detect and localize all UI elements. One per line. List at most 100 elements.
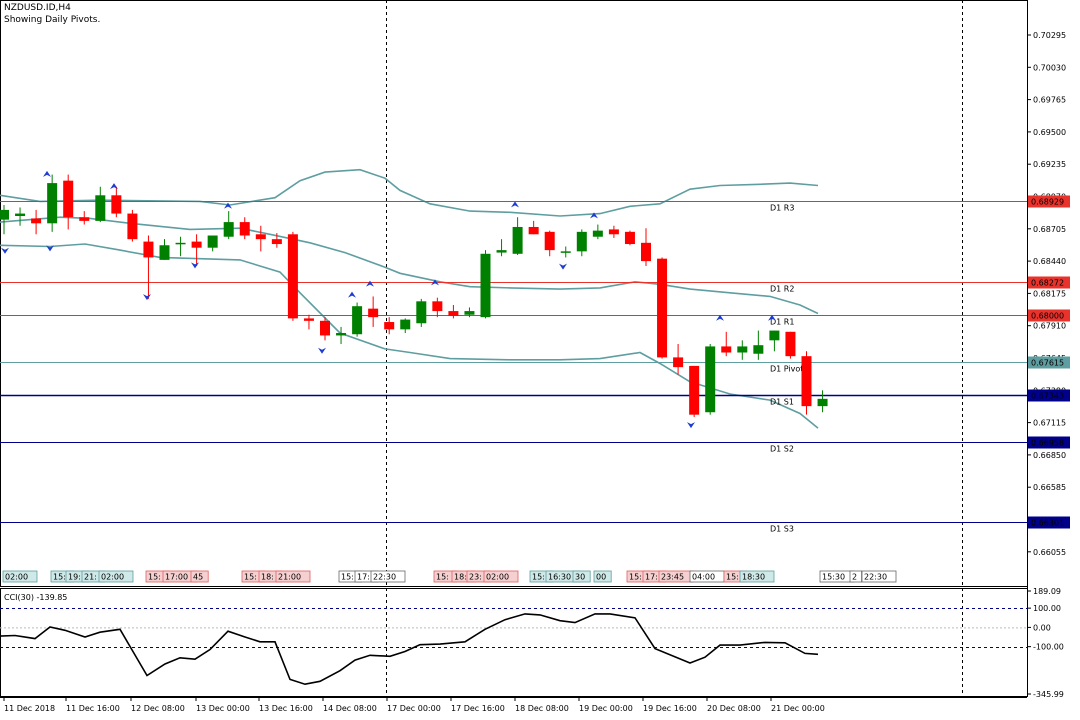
candle-body-30 xyxy=(480,253,491,318)
cci-tick-label-2: 0.00 xyxy=(1033,623,1051,632)
session-label-box-4 xyxy=(98,570,134,583)
candle-body-6 xyxy=(95,195,106,221)
price-tick-label-12: 0.67115 xyxy=(1033,419,1066,428)
candle-body-2 xyxy=(31,218,42,224)
fractal-up-arrow-0 xyxy=(43,170,51,177)
candle-body-36 xyxy=(576,231,587,252)
pivot-label-5: D1 S2 xyxy=(770,445,794,454)
candle-body-42 xyxy=(673,357,684,368)
cci-tick-label-1: 100.00 xyxy=(1033,604,1061,613)
candle-body-44 xyxy=(705,346,716,413)
time-tick-label-6: 17 Dec 00:00 xyxy=(387,704,441,713)
session-label-7: 45 xyxy=(193,573,203,582)
price-box-label-2: 0.68000 xyxy=(1031,312,1064,321)
session-label-box-13 xyxy=(370,570,406,583)
session-label-4: 02:00 xyxy=(101,573,124,582)
candle-body-46 xyxy=(737,346,748,353)
candle-body-29 xyxy=(464,311,475,315)
session-label-0: 02:00 xyxy=(5,573,28,582)
session-label-box-29 xyxy=(849,570,863,583)
fractal-up-arrow-2 xyxy=(224,202,232,209)
candle-body-48 xyxy=(769,330,780,341)
cci-pane-frame xyxy=(0,588,1028,697)
session-label-24: 23:45 xyxy=(661,573,684,582)
candle-body-50 xyxy=(801,356,812,407)
time-tick-label-8: 18 Dec 08:00 xyxy=(515,704,569,713)
main-pane-frame xyxy=(0,0,1028,587)
fractal-down-arrow-5 xyxy=(559,263,567,270)
chart-subtitle: Showing Daily Pivots. xyxy=(4,15,101,25)
fractal-down-arrow-3 xyxy=(191,262,199,269)
fractal-up-arrow-5 xyxy=(431,279,439,286)
session-label-11: 15: xyxy=(341,573,354,582)
candle-body-14 xyxy=(223,222,234,237)
fractal-up-arrow-4 xyxy=(366,280,374,287)
candle-body-24 xyxy=(384,322,395,330)
fractal-down-arrow-6 xyxy=(687,422,695,429)
session-label-3: 21: xyxy=(84,573,97,582)
price-box-label-4: 0.67343 xyxy=(1031,392,1064,401)
time-tick-label-0: 11 Dec 2018 xyxy=(4,704,55,713)
session-label-box-27 xyxy=(739,570,775,583)
candle-body-28 xyxy=(448,311,459,316)
price-box-label-0: 0.68929 xyxy=(1031,198,1064,207)
price-box-label-5: 0.66958 xyxy=(1031,439,1064,448)
candle-body-26 xyxy=(416,301,427,324)
session-label-25: 04:00 xyxy=(692,573,715,582)
time-tick-label-9: 19 Dec 00:00 xyxy=(579,704,633,713)
candle-body-0 xyxy=(0,209,9,220)
fractal-down-arrow-1 xyxy=(46,245,54,252)
candle-body-37 xyxy=(592,230,603,237)
candle-body-9 xyxy=(143,241,154,258)
session-label-18: 15: xyxy=(532,573,545,582)
band-upper-line xyxy=(0,168,819,217)
session-label-29: 2 xyxy=(852,573,857,582)
session-label-17: 02:00 xyxy=(486,573,509,582)
candle-body-38 xyxy=(608,229,619,235)
candle-body-43 xyxy=(689,365,700,415)
session-label-20: 30 xyxy=(575,573,585,582)
session-label-19: 16:30 xyxy=(548,573,571,582)
time-tick-label-10: 19 Dec 16:00 xyxy=(643,704,697,713)
candle-body-39 xyxy=(624,231,635,245)
session-label-2: 19: xyxy=(68,573,81,582)
session-label-28: 15:30 xyxy=(822,573,845,582)
price-box-4 xyxy=(1028,389,1070,402)
time-tick-label-7: 17 Dec 16:00 xyxy=(451,704,505,713)
price-box-label-6: 0.66301 xyxy=(1031,519,1064,528)
price-box-3 xyxy=(1028,356,1070,369)
price-tick-label-9: 0.67910 xyxy=(1033,322,1066,331)
candle-body-40 xyxy=(641,242,651,262)
price-tick-label-8: 0.68175 xyxy=(1033,289,1066,298)
fractal-up-arrow-9 xyxy=(768,314,776,321)
session-label-box-17 xyxy=(483,570,519,583)
pivot-label-4: D1 S1 xyxy=(770,398,794,407)
session-label-box-20 xyxy=(572,570,591,583)
pivot-label-3: D1 Pivot xyxy=(770,365,803,374)
session-label-26: 15: xyxy=(726,573,739,582)
candle-body-13 xyxy=(207,235,218,248)
session-label-9: 18: xyxy=(261,573,274,582)
candle-body-19 xyxy=(303,318,314,321)
cci-tick-label-0: 189.09 xyxy=(1033,587,1061,596)
candle-body-8 xyxy=(127,213,138,240)
candle-body-21 xyxy=(336,333,347,336)
candle-body-15 xyxy=(239,222,250,236)
candle-body-23 xyxy=(368,308,379,318)
session-label-1: 15: xyxy=(53,573,66,582)
session-label-15: 18: xyxy=(454,573,467,582)
candle-body-20 xyxy=(320,320,330,336)
chart-title: NZDUSD.ID,H4 xyxy=(4,3,71,13)
price-box-label-3: 0.67615 xyxy=(1031,359,1064,368)
fractal-up-arrow-7 xyxy=(590,212,598,219)
cci-line xyxy=(0,613,819,686)
candle-body-49 xyxy=(785,331,796,357)
candle-body-18 xyxy=(287,234,298,319)
session-label-box-10 xyxy=(275,570,311,583)
fractal-up-arrow-1 xyxy=(110,183,118,190)
price-tick-label-0: 0.70295 xyxy=(1033,31,1066,40)
candle-body-10 xyxy=(159,245,170,260)
fractal-down-arrow-4 xyxy=(318,347,326,354)
